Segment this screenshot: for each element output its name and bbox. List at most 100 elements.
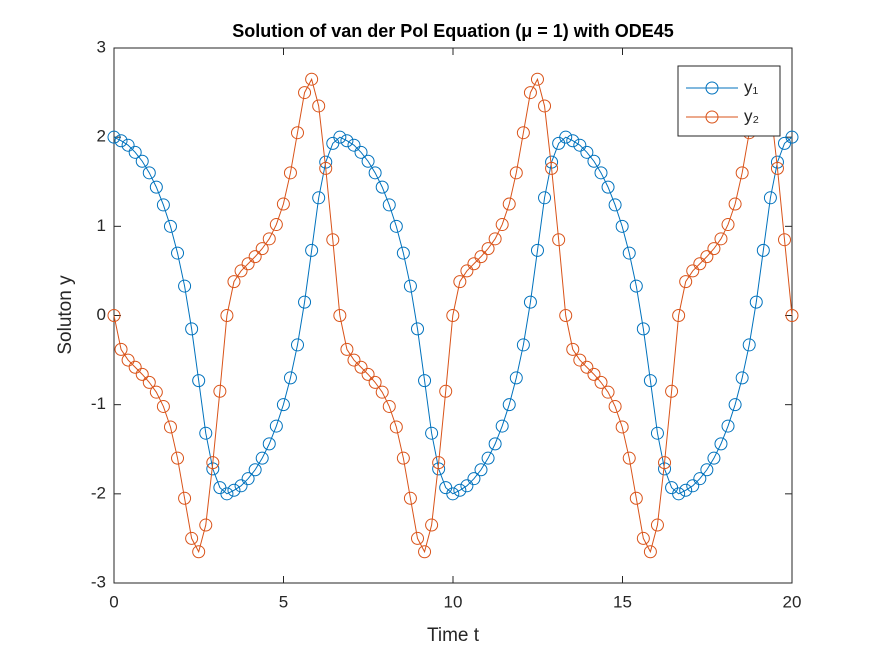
marker xyxy=(142,375,156,389)
marker xyxy=(707,451,721,465)
marker xyxy=(326,233,340,247)
marker xyxy=(721,419,735,433)
marker xyxy=(107,309,121,322)
marker xyxy=(333,309,347,322)
marker xyxy=(135,154,149,168)
y-axis-label: Soluton y xyxy=(55,275,76,355)
marker xyxy=(488,437,502,451)
marker xyxy=(460,479,474,493)
series-line xyxy=(113,77,793,554)
marker xyxy=(220,487,234,501)
marker xyxy=(629,491,643,505)
marker xyxy=(453,483,467,497)
marker xyxy=(312,191,326,205)
y-tick-label: 0 xyxy=(97,305,106,324)
marker xyxy=(658,456,672,470)
marker xyxy=(375,180,389,194)
marker xyxy=(481,242,495,256)
marker xyxy=(298,295,312,309)
marker xyxy=(178,279,192,293)
marker xyxy=(333,130,347,144)
marker xyxy=(403,491,417,505)
marker xyxy=(749,295,763,309)
marker xyxy=(707,242,721,256)
marker xyxy=(361,154,375,168)
chart-title: Solution of van der Pol Equation (μ = 1)… xyxy=(232,21,674,41)
marker xyxy=(241,472,255,486)
marker xyxy=(396,451,410,465)
marker xyxy=(192,545,206,559)
marker xyxy=(700,463,714,477)
marker xyxy=(418,545,432,559)
marker xyxy=(354,360,368,374)
marker xyxy=(255,242,269,256)
marker xyxy=(178,491,192,505)
x-tick-label: 15 xyxy=(613,592,632,611)
marker xyxy=(114,342,128,356)
marker xyxy=(714,232,728,246)
marker xyxy=(149,180,163,194)
marker xyxy=(305,243,319,257)
marker xyxy=(509,371,523,385)
marker xyxy=(580,360,594,374)
marker xyxy=(439,384,453,398)
marker xyxy=(636,322,650,336)
marker xyxy=(785,309,799,322)
marker xyxy=(319,161,333,175)
marker xyxy=(650,426,664,440)
marker xyxy=(149,385,163,399)
marker xyxy=(460,264,474,278)
marker xyxy=(305,72,319,86)
marker xyxy=(629,279,643,293)
marker xyxy=(199,518,213,532)
y-tick-label: -2 xyxy=(91,483,106,502)
marker xyxy=(276,197,290,211)
marker xyxy=(516,338,530,352)
marker xyxy=(389,420,403,434)
marker xyxy=(340,134,354,148)
marker xyxy=(291,126,305,140)
marker xyxy=(276,398,290,412)
legend-label: y₁ xyxy=(744,77,759,96)
marker xyxy=(467,257,481,271)
marker xyxy=(121,353,135,367)
marker xyxy=(382,399,396,413)
marker xyxy=(608,198,622,212)
y-tick-label: 2 xyxy=(97,127,106,146)
marker xyxy=(418,374,432,388)
marker xyxy=(693,472,707,486)
x-axis-label: Time t xyxy=(427,625,480,646)
marker xyxy=(559,130,573,144)
marker xyxy=(227,483,241,497)
marker xyxy=(622,451,636,465)
y-tick-label: -3 xyxy=(91,572,106,591)
marker xyxy=(269,419,283,433)
marker xyxy=(672,487,686,501)
marker xyxy=(643,374,657,388)
marker xyxy=(594,375,608,389)
marker xyxy=(516,126,530,140)
marker xyxy=(770,161,784,175)
marker xyxy=(446,309,460,322)
marker xyxy=(234,264,248,278)
marker xyxy=(411,531,425,545)
marker xyxy=(411,322,425,336)
marker xyxy=(545,161,559,175)
marker xyxy=(636,531,650,545)
marker xyxy=(128,360,142,374)
marker xyxy=(763,191,777,205)
marker xyxy=(643,545,657,559)
marker xyxy=(474,250,488,264)
marker xyxy=(107,130,121,144)
marker xyxy=(347,138,361,152)
marker xyxy=(538,99,552,113)
marker xyxy=(389,219,403,233)
marker xyxy=(425,426,439,440)
marker xyxy=(495,218,509,232)
marker xyxy=(608,399,622,413)
marker xyxy=(615,420,629,434)
marker xyxy=(622,246,636,260)
marker xyxy=(171,451,185,465)
marker xyxy=(128,145,142,159)
marker xyxy=(248,463,262,477)
